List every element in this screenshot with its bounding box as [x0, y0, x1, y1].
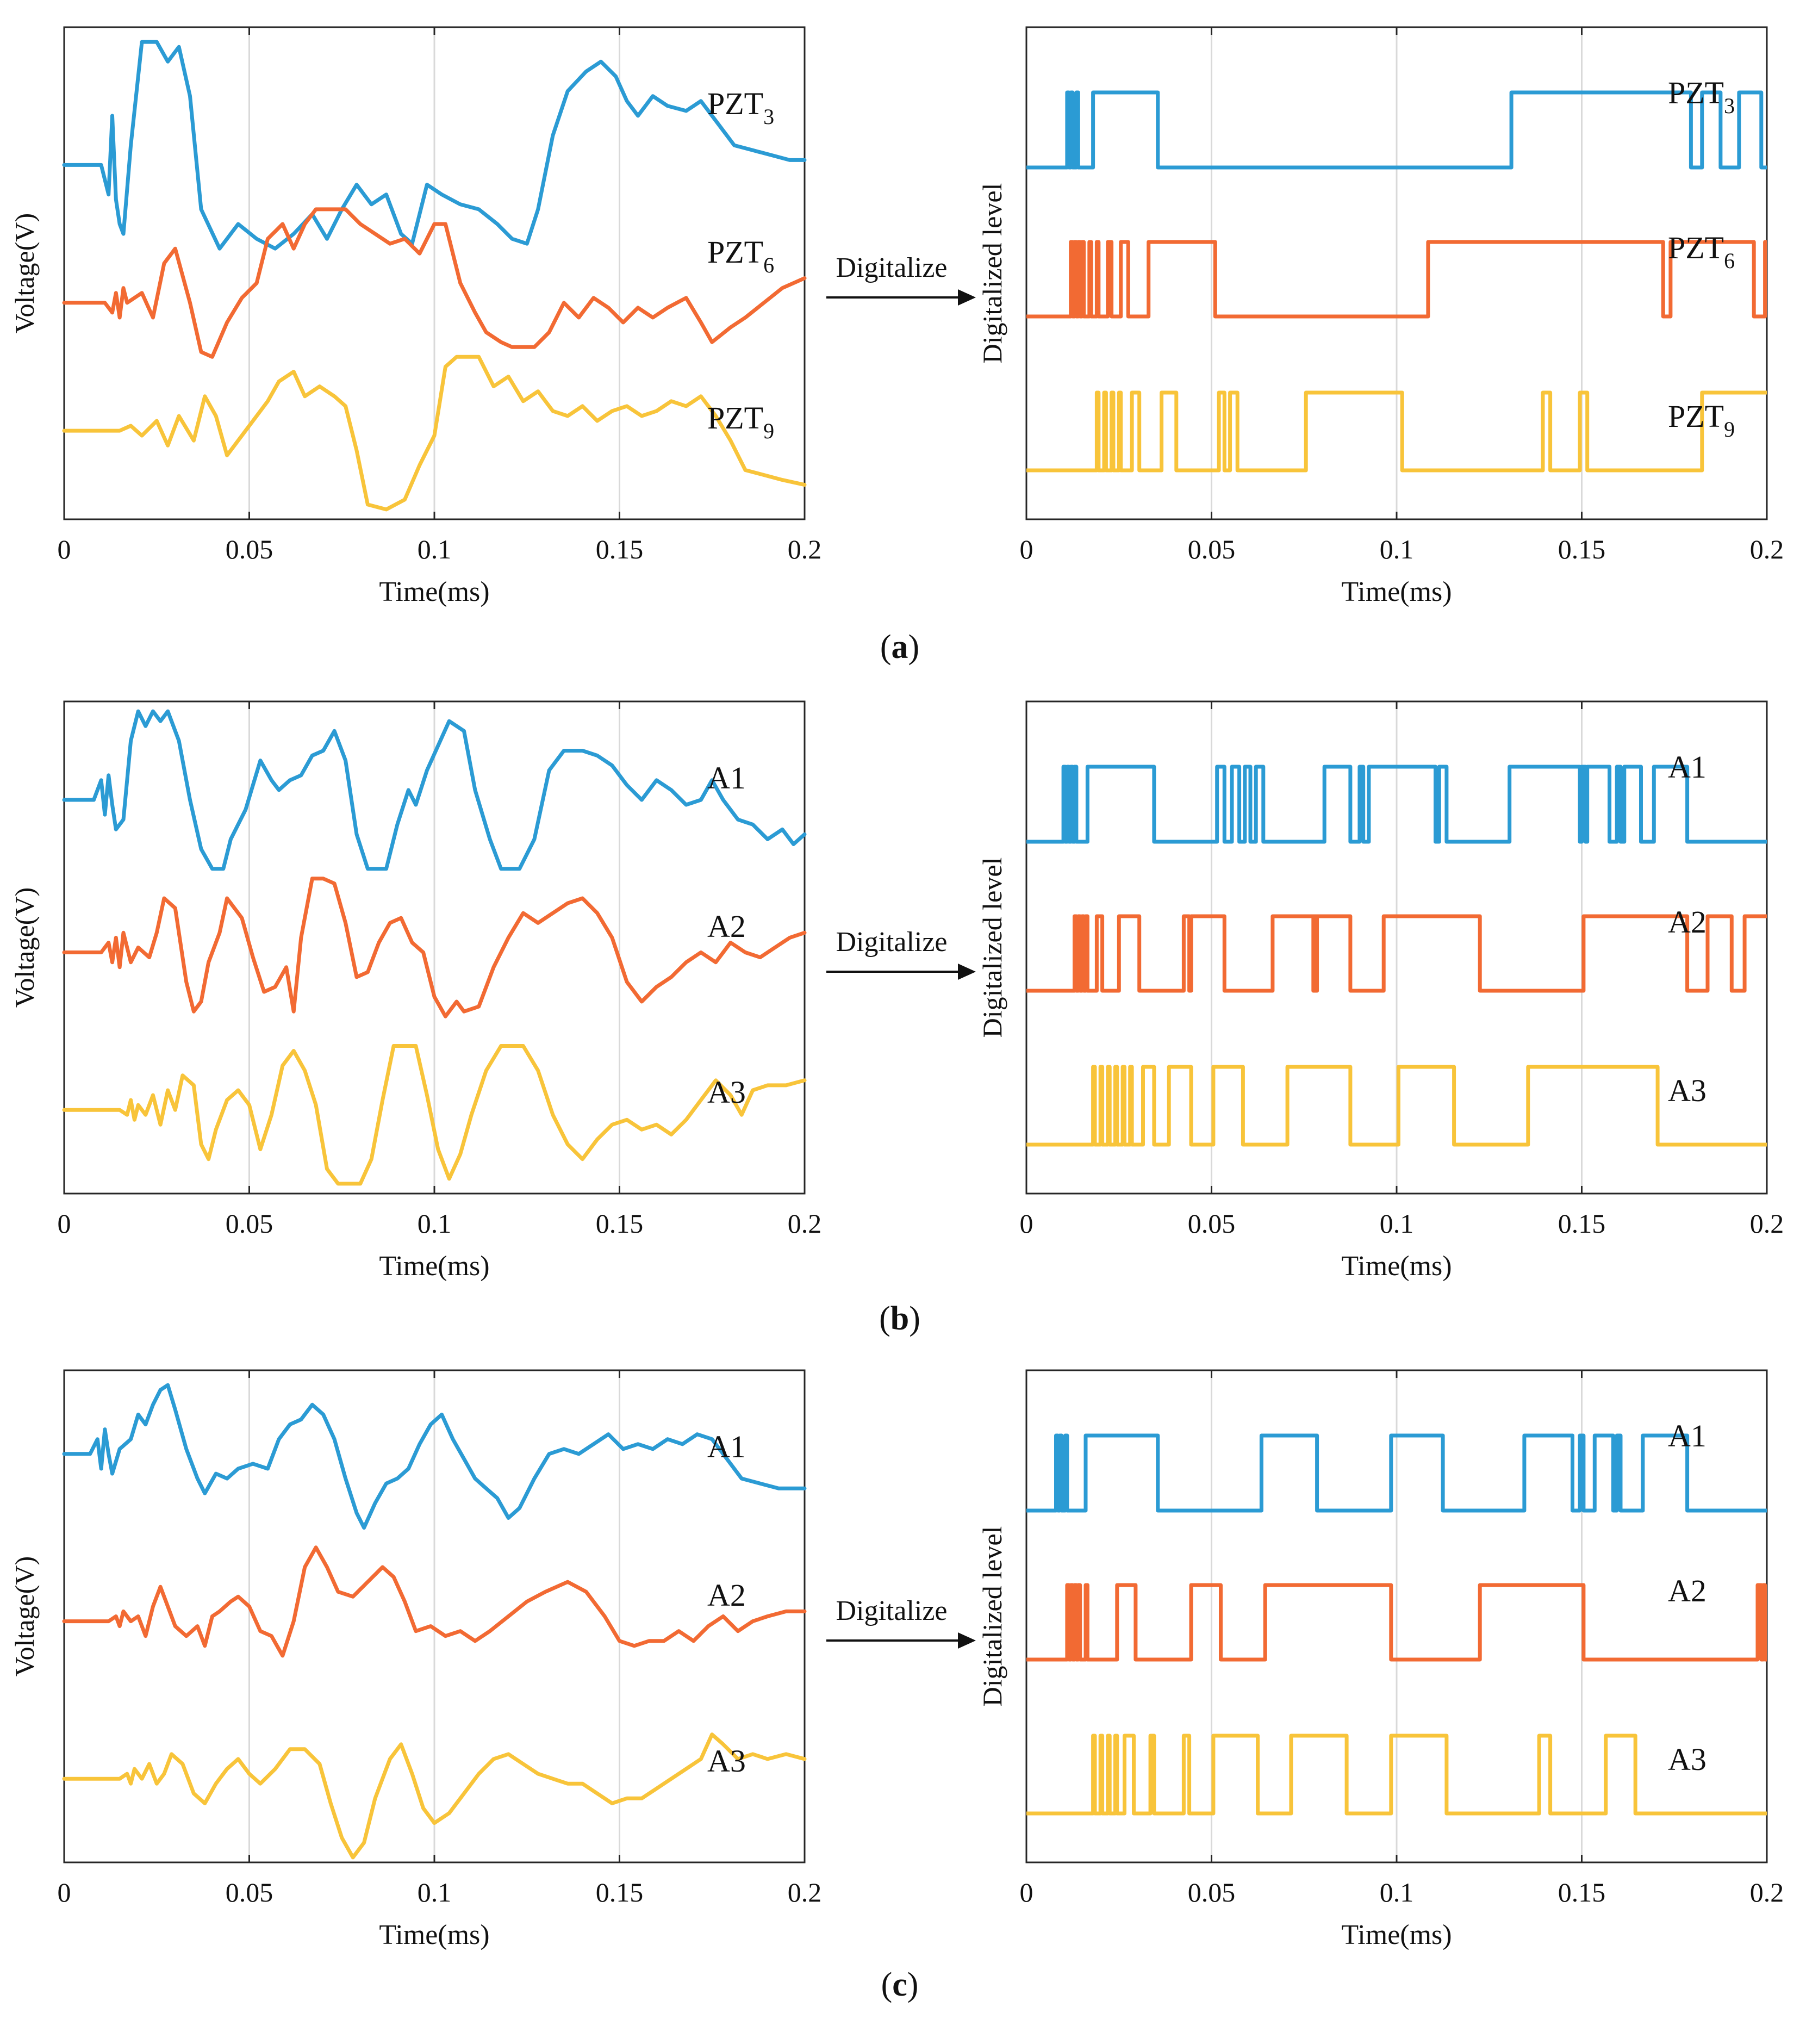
digital-c-label-1: A1 [1668, 1418, 1706, 1453]
digital-b-xlabel: Time(ms) [1341, 1251, 1452, 1282]
analog-c-label-3: A3 [707, 1743, 746, 1779]
digital-a-label-2: PZT6 [1668, 230, 1735, 273]
digital-c-xtick-label: 0.05 [1188, 1877, 1236, 1908]
analog-c-xtick-label: 0.05 [226, 1877, 273, 1908]
analog-c-series-a2 [62, 1545, 807, 1658]
analog-a-series-pzt9 [62, 355, 807, 512]
analog-a-label-3: PZT9 [707, 400, 774, 443]
analog-a-xtick-label: 0.15 [596, 534, 644, 564]
analog-a-xlabel: Time(ms) [379, 576, 489, 607]
analog-b-xlabel: Time(ms) [379, 1251, 489, 1282]
digital-b-label-2: A2 [1668, 904, 1706, 940]
digital-a-xtick-label: 0.05 [1188, 534, 1236, 564]
analog-chart-b: 0 0.05 0.1 0.15 0.2 Time(ms) Voltage(V) A1 A2 A3 [9, 700, 822, 1282]
analog-c-label-2: A2 [707, 1577, 746, 1613]
digital-c-xtick-label: 0.1 [1380, 1877, 1414, 1908]
digital-c-xtick-label: 0 [1020, 1877, 1033, 1908]
analog-c-xtick-label: 0.1 [418, 1877, 452, 1908]
analog-a-xtick-label: 0.1 [418, 534, 452, 564]
digital-b-series-a3 [1026, 1065, 1767, 1147]
analog-b-label-3: A3 [707, 1074, 746, 1110]
digital-a-series-pzt9 [1026, 390, 1767, 473]
analog-b-xtick-label: 0 [58, 1208, 71, 1239]
digital-a-xlabel: Time(ms) [1341, 576, 1452, 607]
digital-b-xtick-label: 0.2 [1750, 1208, 1784, 1239]
digital-a-series-pzt6 [1026, 240, 1767, 319]
analog-c-xlabel: Time(ms) [379, 1919, 489, 1950]
digital-a-label-1: PZT3 [1668, 75, 1735, 118]
analog-a-ylabel: Voltage(V) [9, 213, 40, 333]
analog-b-xtick-label: 0.2 [788, 1208, 822, 1239]
digital-a-xtick-label: 0 [1020, 534, 1033, 564]
digital-chart-a: 0 0.05 0.1 0.15 0.2 Time(ms) Digitalized level… [977, 26, 1784, 607]
digitalize-arrow-c: Digitalize [826, 1595, 976, 1649]
analog-a-series-pzt6 [62, 207, 807, 359]
analog-b-label-2: A2 [707, 909, 746, 944]
digital-c-ylabel: Digitalized level [977, 1526, 1007, 1707]
digital-c-series-a1 [1026, 1433, 1767, 1513]
digital-a-series-pzt3 [1026, 90, 1767, 170]
digital-b-xtick-label: 0 [1020, 1208, 1033, 1239]
digitalize-label: Digitalize [836, 927, 947, 958]
panel-caption-b: (b) [879, 1300, 920, 1337]
digital-b-series-a1 [1026, 765, 1767, 844]
analog-b-xtick-label: 0.1 [418, 1208, 452, 1239]
digital-b-series-a2 [1026, 914, 1767, 993]
analog-chart-c: 0 0.05 0.1 0.15 0.2 Time(ms) Voltage(V) A1 A2 A3 [9, 1369, 822, 1950]
analog-b-label-1: A1 [707, 760, 746, 796]
analog-a-label-2: PZT6 [707, 234, 774, 277]
analog-b-series-a3 [62, 1044, 807, 1186]
digital-c-xtick-label: 0.2 [1750, 1877, 1784, 1908]
analog-a-xtick-label: 0 [58, 534, 71, 564]
arrow-head [958, 289, 976, 306]
digital-c-label-3: A3 [1668, 1742, 1706, 1777]
analog-a-xtick-label: 0.2 [788, 534, 822, 564]
digital-b-xtick-label: 0.1 [1380, 1208, 1414, 1239]
digital-a-label-3: PZT9 [1668, 399, 1735, 442]
analog-b-series-a2 [62, 877, 807, 1018]
panel-caption-c: (c) [881, 1966, 919, 2003]
digitalize-label: Digitalize [836, 252, 947, 283]
digitalize-arrow-a: Digitalize [826, 252, 976, 306]
arrow-head [958, 964, 976, 980]
analog-a-label-1: PZT3 [707, 86, 774, 129]
analog-c-ylabel: Voltage(V) [9, 1556, 40, 1676]
panel-caption-a: (a) [880, 629, 919, 666]
digitalize-arrow-b: Digitalize [826, 927, 976, 980]
analog-b-xtick-label: 0.15 [596, 1208, 644, 1239]
analog-b-xtick-label: 0.05 [226, 1208, 273, 1239]
digital-b-label-3: A3 [1668, 1073, 1706, 1108]
digital-b-ylabel: Digitalized level [977, 858, 1007, 1038]
analog-c-xtick-label: 0.15 [596, 1877, 644, 1908]
analog-c-xtick-label: 0.2 [788, 1877, 822, 1908]
analog-c-xtick-label: 0 [58, 1877, 71, 1908]
analog-chart-a: 0 0.05 0.1 0.15 0.2 Time(ms) Voltage(V) PZT3 PZT… [9, 26, 822, 607]
digital-c-label-2: A2 [1668, 1573, 1706, 1608]
digital-b-xtick-label: 0.15 [1558, 1208, 1606, 1239]
digital-c-xlabel: Time(ms) [1341, 1919, 1452, 1950]
digital-a-ylabel: Digitalized level [977, 183, 1007, 364]
analog-a-xtick-label: 0.05 [226, 534, 273, 564]
digital-c-series-a2 [1026, 1583, 1767, 1662]
digital-chart-b: 0 0.05 0.1 0.15 0.2 Time(ms) Digitalized level… [977, 700, 1784, 1282]
digital-c-series-a3 [1026, 1734, 1767, 1816]
digitalize-label: Digitalize [836, 1595, 947, 1626]
arrow-head [958, 1632, 976, 1649]
digital-a-xtick-label: 0.1 [1380, 534, 1414, 564]
digital-a-xtick-label: 0.2 [1750, 534, 1784, 564]
analog-b-ylabel: Voltage(V) [9, 887, 40, 1008]
analog-c-series-a3 [62, 1732, 807, 1860]
analog-c-label-1: A1 [707, 1429, 746, 1464]
analog-b-series-a1 [62, 709, 807, 871]
digital-chart-c: 0 0.05 0.1 0.15 0.2 Time(ms) Digitalized level… [977, 1369, 1784, 1950]
analog-c-series-a1 [62, 1383, 807, 1530]
digital-b-label-1: A1 [1668, 749, 1706, 785]
digital-c-xtick-label: 0.15 [1558, 1877, 1606, 1908]
digital-b-xtick-label: 0.05 [1188, 1208, 1236, 1239]
digital-a-xtick-label: 0.15 [1558, 534, 1606, 564]
